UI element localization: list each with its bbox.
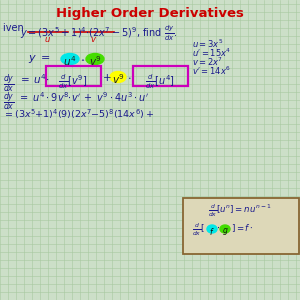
Text: $u^4$: $u^4$ xyxy=(63,54,76,68)
Text: $= \;u^4{\cdot}$: $= \;u^4{\cdot}$ xyxy=(18,72,50,86)
Text: $y \;=\;$: $y \;=\;$ xyxy=(28,53,50,65)
Text: $v^9$: $v^9$ xyxy=(88,54,101,68)
Text: $= (3x^5{+}1)^4(9)(2x^7{-}5)^8(14x^6) +$: $= (3x^5{+}1)^4(9)(2x^7{-}5)^8(14x^6) +$ xyxy=(3,107,154,121)
Text: $u = 3x^5$: $u = 3x^5$ xyxy=(192,38,224,50)
Text: iven: iven xyxy=(3,23,27,33)
Text: $\frac{d}{dx}[u^4]$: $\frac{d}{dx}[u^4]$ xyxy=(145,73,175,91)
Text: $y = (3x^5+1)^4{\cdot}(2x^7-5)^9$, find $\frac{dy}{dx}$.: $y = (3x^5+1)^4{\cdot}(2x^7-5)^9$, find … xyxy=(20,23,178,43)
Text: $v = 2x^7$: $v = 2x^7$ xyxy=(192,56,223,68)
Ellipse shape xyxy=(86,53,104,64)
Text: u: u xyxy=(44,35,50,44)
Text: $\frac{d}{dx}[u^n] = nu^{n-1}$: $\frac{d}{dx}[u^n] = nu^{n-1}$ xyxy=(208,203,272,220)
Text: $f$: $f$ xyxy=(209,226,215,237)
Text: $\cdot$: $\cdot$ xyxy=(80,53,84,66)
Text: v: v xyxy=(91,35,95,44)
Text: $] = f \cdot$: $] = f \cdot$ xyxy=(231,222,254,234)
Ellipse shape xyxy=(220,225,230,233)
Text: $v^9$: $v^9$ xyxy=(112,72,124,86)
Text: $\frac{d}{dx}[$: $\frac{d}{dx}[$ xyxy=(192,222,205,238)
Ellipse shape xyxy=(110,71,126,82)
Text: $\frac{d}{dx}[v^9]$: $\frac{d}{dx}[v^9]$ xyxy=(58,73,88,91)
FancyBboxPatch shape xyxy=(183,198,299,254)
Text: $u' = 15x^4$: $u' = 15x^4$ xyxy=(192,47,231,59)
Text: $\frac{dy}{dx}$: $\frac{dy}{dx}$ xyxy=(3,72,15,95)
Ellipse shape xyxy=(61,53,79,64)
Text: ${\cdot}$: ${\cdot}$ xyxy=(127,72,131,82)
Text: Higher Order Derivatives: Higher Order Derivatives xyxy=(56,7,244,20)
Text: $v' = 14x^6$: $v' = 14x^6$ xyxy=(192,65,231,77)
Text: $\frac{dy}{dx}$: $\frac{dy}{dx}$ xyxy=(3,90,15,113)
Text: $\cdot$: $\cdot$ xyxy=(216,222,220,232)
Text: $+$: $+$ xyxy=(102,72,112,83)
Text: $= \;u^4 \cdot 9v^8{\cdot}v' \;+\; v^9 \cdot 4u^3 \cdot u'$: $= \;u^4 \cdot 9v^8{\cdot}v' \;+\; v^9 \… xyxy=(18,90,149,104)
Ellipse shape xyxy=(207,225,217,233)
Text: $g$: $g$ xyxy=(222,226,228,237)
